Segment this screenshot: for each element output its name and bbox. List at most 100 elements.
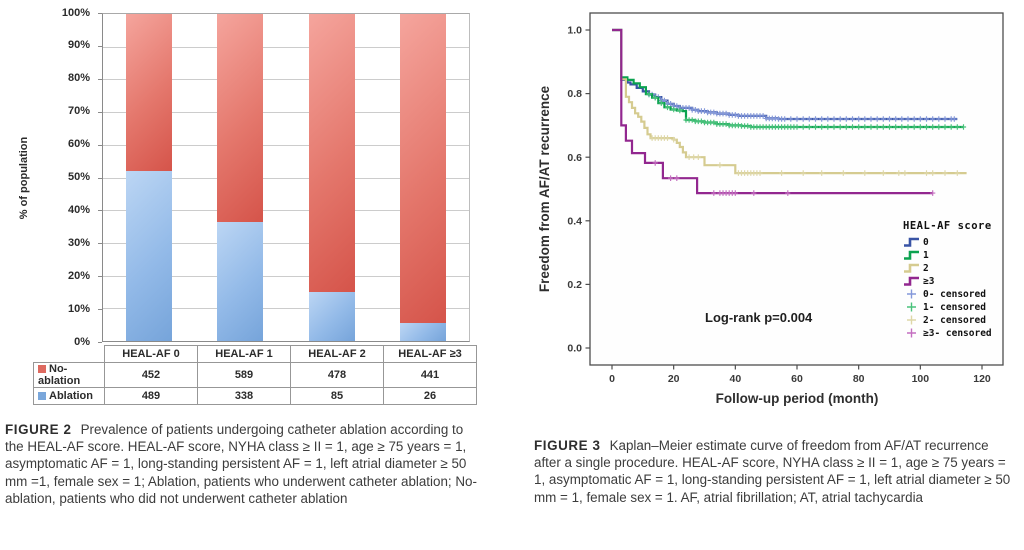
censor-mark bbox=[856, 124, 862, 130]
fig2-gridline bbox=[103, 177, 469, 179]
censor-mark bbox=[843, 116, 849, 122]
legend-entry-censored: 2- censored bbox=[903, 314, 1023, 327]
censor-mark bbox=[930, 190, 936, 196]
legend-swatch-icon bbox=[903, 259, 920, 278]
legend-entry-label: 1 bbox=[923, 250, 929, 261]
figure3-panel: 1.0 0.8 0.6 0.4 0.2 0.0 0 20 40 60 80 100 120 Follow… bbox=[520, 0, 1024, 550]
censor-mark bbox=[837, 116, 843, 122]
fig2-y-tick: 50% bbox=[67, 171, 90, 183]
km-y-tick-label: 0.2 bbox=[567, 279, 582, 291]
no-ablation-segment bbox=[125, 14, 172, 172]
censor-mark bbox=[785, 190, 791, 196]
fig2-y-tick: 90% bbox=[67, 39, 90, 52]
km-y-tick-label: 0.8 bbox=[567, 88, 582, 100]
table-row: No-ablation 452 589 478 441 bbox=[33, 362, 477, 388]
censor-mark bbox=[911, 116, 917, 122]
fig2-gridline bbox=[103, 308, 469, 310]
table-row: Ablation 489 338 85 26 bbox=[33, 387, 477, 405]
censor-mark bbox=[837, 124, 843, 130]
km-curve-≥3 bbox=[612, 28, 933, 195]
km-legend: HEAL-AF score 0 1 2 ≥3 0- censored 1- censore… bbox=[903, 220, 1023, 340]
censor-mark bbox=[886, 124, 893, 130]
legend-entry: ≥3 bbox=[903, 275, 1023, 288]
fig2-gridline bbox=[103, 210, 469, 212]
km-x-tick-label: 0 bbox=[609, 373, 615, 385]
fig2-gridline bbox=[103, 275, 469, 277]
censor-mark bbox=[692, 107, 698, 113]
censor-mark bbox=[862, 170, 868, 176]
censor-mark bbox=[711, 109, 717, 116]
censor-mark bbox=[794, 124, 800, 130]
ablation-segment bbox=[217, 221, 264, 341]
bar-column bbox=[103, 14, 195, 341]
legend-swatch-icon bbox=[903, 272, 920, 291]
legend-entry-label: ≥3 bbox=[923, 276, 935, 287]
censor-mark bbox=[849, 116, 856, 122]
censor-mark bbox=[954, 170, 960, 176]
censor-mark bbox=[717, 162, 723, 168]
censor-mark bbox=[874, 116, 880, 122]
fig2-y-tick: 0% bbox=[74, 335, 90, 348]
censor-mark bbox=[893, 124, 899, 130]
km-plot-frame bbox=[589, 12, 1004, 366]
legend-entry-censored: 0- censored bbox=[903, 288, 1023, 301]
fig2-y-tick-mark bbox=[98, 45, 102, 47]
km-legend-entries: 0 1 2 ≥3 0- censored 1- censored 2- censored ≥3… bbox=[903, 236, 1023, 340]
censor-mark bbox=[880, 116, 886, 122]
censor-mark bbox=[674, 175, 680, 181]
censor-mark bbox=[711, 190, 717, 196]
figure3-caption-label: FIGURE 3 bbox=[534, 438, 601, 453]
censor-mark bbox=[671, 106, 677, 113]
censor-mark bbox=[930, 124, 936, 130]
km-legend-title: HEAL-AF score bbox=[903, 220, 992, 232]
km-curve-2 bbox=[612, 28, 967, 175]
censor-mark bbox=[686, 105, 692, 111]
fig2-y-tick: 80% bbox=[67, 72, 90, 85]
censor-mark bbox=[800, 116, 806, 122]
censor-mark bbox=[893, 116, 899, 122]
no-ablation-segment bbox=[400, 14, 447, 323]
table-corner-cell bbox=[34, 346, 105, 363]
km-x-tick-label: 20 bbox=[668, 373, 680, 385]
censor-mark bbox=[880, 170, 886, 176]
censor-mark bbox=[856, 116, 862, 122]
fig2-y-tick: 20% bbox=[67, 269, 90, 282]
km-x-tick-label: 100 bbox=[912, 373, 930, 385]
censor-mark bbox=[849, 124, 856, 130]
fig2-gridline bbox=[103, 112, 469, 114]
legend-swatch-icon bbox=[903, 324, 920, 343]
km-axes: 1.00.80.60.40.20.00 20 40 60 80 100 120 bbox=[567, 25, 991, 385]
legend-swatch-icon bbox=[903, 298, 920, 317]
legend-swatch-icon bbox=[903, 311, 920, 330]
censor-mark bbox=[723, 110, 729, 117]
censor-mark bbox=[794, 116, 800, 122]
censor-mark bbox=[951, 116, 957, 122]
km-y-tick-label: 0.0 bbox=[567, 343, 582, 355]
table-category-header: HEAL-AF 1 bbox=[197, 345, 291, 363]
censor-mark bbox=[923, 116, 930, 122]
censor-mark bbox=[745, 123, 751, 129]
censor-mark bbox=[779, 170, 785, 176]
censor-mark bbox=[874, 124, 880, 130]
figure3-caption-text: Kaplan–Meier estimate curve of freedom f… bbox=[534, 438, 1011, 505]
table-value-cell: 452 bbox=[104, 362, 198, 388]
censor-mark bbox=[658, 100, 664, 106]
table-series-legend-cell: No-ablation bbox=[33, 362, 105, 388]
censor-mark bbox=[772, 115, 778, 122]
censor-mark bbox=[812, 116, 819, 122]
km-x-tick-label: 60 bbox=[791, 373, 803, 385]
fig2-y-tick-mark bbox=[98, 13, 102, 14]
fig2-y-tick: 60% bbox=[67, 138, 90, 151]
censor-mark bbox=[930, 170, 936, 176]
censor-mark bbox=[911, 124, 917, 130]
censor-mark bbox=[671, 136, 677, 143]
stacked-bar bbox=[308, 14, 355, 341]
fig2-y-tick-mark bbox=[98, 243, 102, 245]
censor-mark bbox=[819, 124, 825, 130]
censor-mark bbox=[689, 117, 695, 123]
legend-swatch-icon bbox=[903, 285, 920, 304]
censor-mark bbox=[800, 170, 806, 176]
fig2-y-tick-mark bbox=[98, 309, 102, 311]
censor-mark bbox=[812, 124, 819, 130]
censor-mark bbox=[936, 124, 942, 130]
